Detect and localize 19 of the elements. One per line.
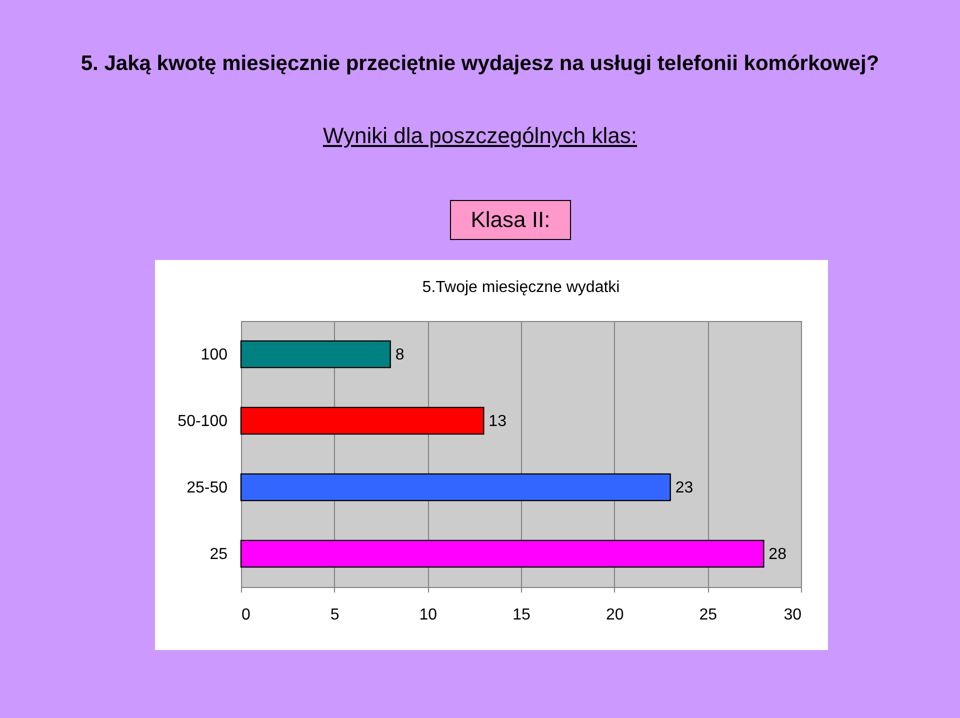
x-tick-label: 25 [699, 606, 718, 624]
x-tick-label: 20 [606, 606, 624, 624]
text: Klasa II: [450, 200, 571, 240]
text: 5.Twoje miesięczne wydatki [422, 279, 620, 296]
x-tick-label: 30 [784, 606, 802, 624]
data-label: 23 [675, 479, 694, 496]
data-label: 13 [488, 412, 507, 430]
data-label: 8 [395, 346, 404, 364]
chart-title: 5. Jaką kwotę miesięcznie przeciętnie wydajesz na usługi telefonii komórkowej? [80, 52, 880, 76]
x-tick-label: 0 [242, 606, 250, 624]
y-tick-label: 25-50 [186, 479, 228, 496]
y-tick-label: 100 [200, 346, 228, 364]
data-label: 28 [768, 546, 787, 563]
y-tick-label: 50-100 [178, 412, 228, 430]
x-tick-label: 5 [330, 606, 340, 624]
x-tick-label: 15 [512, 606, 530, 624]
chart-subtitle: Wyniki dla poszczególnych klas: [322, 123, 638, 149]
y-tick-label: 25 [210, 546, 228, 563]
x-tick-label: 10 [419, 606, 438, 624]
